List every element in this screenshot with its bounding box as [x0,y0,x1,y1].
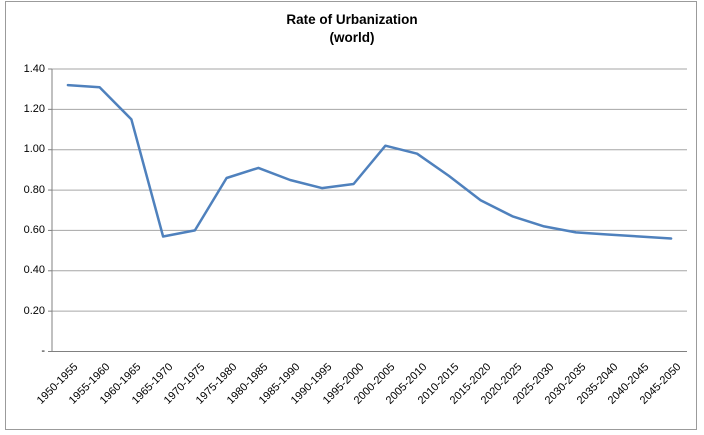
y-tick-label: - [41,345,45,357]
y-tick-label: 0.20 [23,304,45,317]
y-tick-label: 1.20 [23,102,45,115]
y-tick-label: 1.40 [23,62,45,75]
y-tick-label: 0.40 [23,264,45,277]
urbanization-rate-line [66,83,673,240]
chart-border-frame [5,1,697,430]
y-tick-label: 0.80 [23,183,45,196]
y-tick-label: 1.00 [23,143,45,156]
chart-title: Rate of Urbanization [286,12,418,27]
chart-title-block: Rate of Urbanization (world) [0,11,704,47]
y-tick-label: 0.60 [23,223,45,236]
chart-subtitle: (world) [329,30,375,45]
